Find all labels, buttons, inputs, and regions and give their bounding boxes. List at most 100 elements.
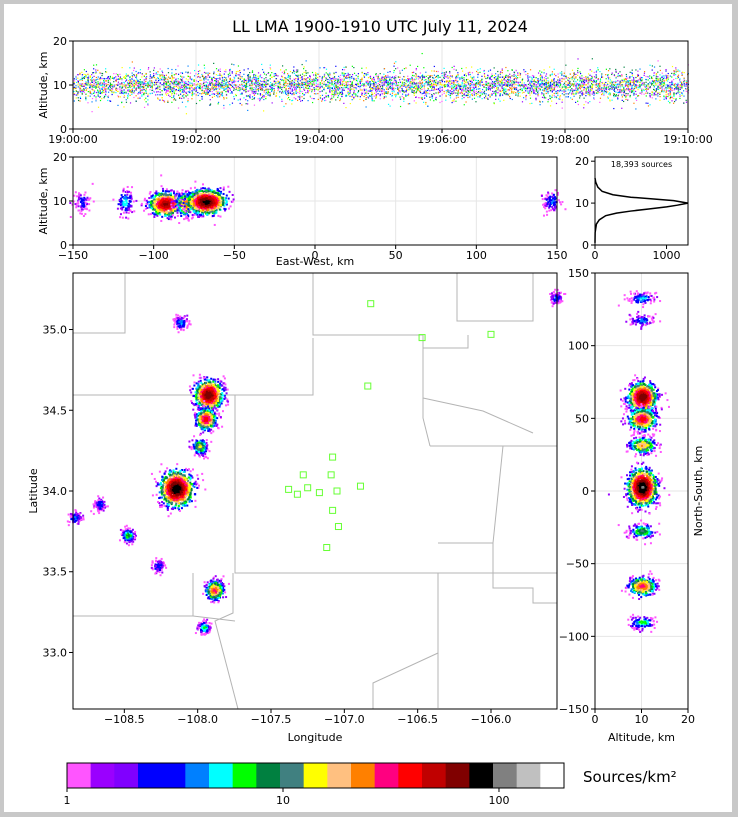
time-source-point	[285, 69, 287, 71]
time-source-point	[173, 96, 175, 98]
time-source-point	[349, 102, 351, 105]
time-source-point	[131, 78, 133, 80]
time-source-point	[213, 79, 216, 82]
time-source-point	[127, 83, 129, 85]
time-source-point	[505, 91, 507, 93]
time-source-point	[311, 71, 314, 74]
time-source-point	[141, 82, 143, 84]
time-source-point	[83, 89, 86, 91]
time-source-point	[497, 85, 499, 87]
time-source-point	[495, 94, 497, 96]
time-source-point	[309, 82, 311, 84]
time-source-point	[413, 75, 415, 77]
time-source-point	[221, 77, 224, 79]
time-source-point	[485, 93, 487, 95]
time-source-point	[345, 76, 347, 78]
time-source-point	[205, 78, 207, 80]
time-source-point	[463, 90, 465, 92]
time-source-point	[485, 95, 487, 97]
time-source-point	[545, 92, 547, 95]
time-source-point	[203, 85, 206, 87]
time-source-point	[375, 85, 377, 88]
time-source-point	[477, 69, 479, 71]
time-source-point	[563, 83, 565, 86]
time-source-point	[513, 77, 516, 80]
time-source-point	[415, 82, 417, 84]
time-source-point	[85, 89, 88, 91]
time-source-point	[383, 81, 385, 83]
time-source-point	[87, 81, 89, 83]
time-source-point	[135, 74, 138, 76]
time-source-point	[187, 65, 189, 67]
time-source-point	[363, 95, 365, 98]
time-source-point	[137, 82, 139, 84]
time-source-point	[519, 74, 521, 76]
time-source-point	[377, 88, 379, 90]
time-source-point	[455, 87, 458, 89]
time-source-point	[263, 94, 265, 97]
time-source-point	[503, 93, 506, 95]
time-source-point	[231, 79, 233, 82]
time-source-point	[123, 81, 125, 83]
time-source-point	[387, 92, 389, 95]
time-source-point	[145, 84, 147, 87]
time-source-point	[515, 76, 517, 78]
time-source-point	[465, 78, 468, 81]
time-source-point	[467, 72, 469, 74]
time-source-point	[347, 80, 349, 83]
time-source-point	[331, 88, 334, 90]
time-source-point	[151, 92, 153, 94]
time-source-point	[397, 88, 400, 90]
time-source-point	[209, 72, 211, 75]
time-source-point	[91, 93, 93, 95]
time-source-point	[527, 92, 529, 94]
time-source-point	[513, 74, 515, 76]
time-source-point	[361, 93, 363, 95]
time-source-point	[227, 86, 229, 88]
time-source-point	[573, 78, 576, 80]
time-source-point	[589, 89, 592, 91]
time-source-point	[581, 93, 583, 95]
time-source-point	[221, 93, 223, 95]
time-source-point	[395, 96, 397, 98]
time-source-point	[485, 77, 487, 80]
time-source-point	[365, 73, 367, 75]
time-source-point	[471, 81, 473, 84]
time-source-point	[97, 69, 99, 71]
time-source-point	[85, 81, 87, 83]
time-source-point	[583, 88, 585, 90]
time-source-point	[291, 93, 293, 96]
time-source-point	[387, 92, 389, 94]
time-source-point	[117, 73, 119, 76]
time-source-point	[223, 98, 225, 100]
time-source-point	[285, 90, 287, 92]
time-source-point	[305, 78, 307, 80]
time-source-point	[493, 74, 495, 77]
time-source-point	[353, 78, 355, 80]
time-source-point	[75, 87, 77, 89]
time-source-point	[579, 77, 581, 79]
time-source-point	[365, 81, 367, 83]
time-source-point	[325, 68, 328, 70]
time-source-point	[547, 81, 550, 83]
time-source-point	[289, 83, 291, 85]
time-source-point	[219, 77, 221, 79]
time-source-point	[233, 81, 235, 83]
figure-frame	[4, 4, 732, 812]
time-source-point	[375, 88, 377, 91]
time-source-point	[443, 85, 446, 87]
time-source-point	[341, 79, 343, 81]
time-source-point	[493, 82, 495, 85]
time-source-point	[267, 72, 270, 74]
time-source-point	[385, 92, 387, 94]
time-source-point	[465, 90, 467, 93]
time-source-point	[495, 90, 497, 92]
time-source-point	[159, 68, 161, 70]
time-source-point	[491, 83, 493, 85]
time-source-point	[311, 101, 314, 104]
time-source-point	[377, 83, 379, 85]
time-source-point	[181, 95, 184, 97]
time-source-point	[485, 97, 487, 99]
time-source-point	[469, 80, 472, 83]
time-source-point	[387, 79, 389, 82]
